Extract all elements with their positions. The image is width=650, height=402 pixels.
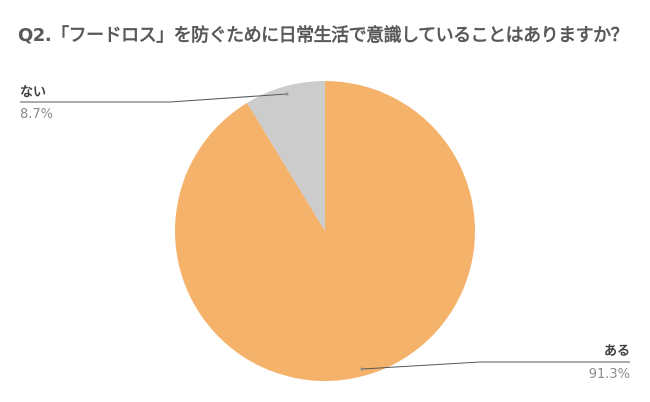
- leader-dot-1: [285, 92, 289, 96]
- slice-label-1: ない: [20, 85, 46, 100]
- chart-title: Q2.「フードロス」を防ぐために日常生活で意識していることはありますか？: [18, 25, 629, 46]
- leader-line-0: [361, 361, 630, 370]
- slice-value-label-1: 8.7%: [20, 107, 53, 122]
- leader-dot-0: [360, 367, 364, 371]
- pie-slice-1: [247, 81, 325, 231]
- slice-value-label-0: 91.3%: [589, 367, 630, 382]
- slice-label-0: ある: [604, 344, 630, 359]
- leader-line-1: [20, 93, 288, 103]
